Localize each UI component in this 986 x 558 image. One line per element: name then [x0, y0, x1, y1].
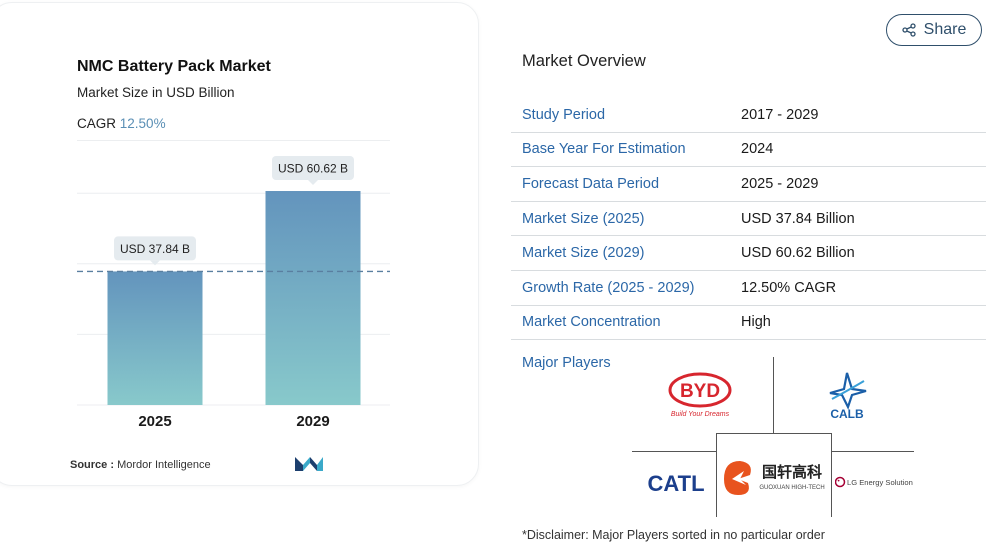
byd-logo-icon: BYD Build Your Dreams: [668, 372, 732, 418]
overview-label: Forecast Data Period: [522, 175, 660, 192]
bar-2025: [107, 271, 203, 405]
data-label-pointer: [308, 180, 318, 186]
cagr-divider: [77, 140, 390, 141]
overview-value: USD 37.84 Billion: [741, 210, 855, 227]
players-divider-right: [831, 451, 914, 452]
overview-label: Study Period: [522, 106, 606, 123]
guoxuan-logo-text: 国轩高科: [762, 463, 822, 481]
players-divider-vertical: [773, 357, 774, 433]
data-label-bg: [272, 156, 354, 181]
cagr-text: CAGR 12.50%: [77, 116, 166, 131]
overview-label: Market Size (2025): [522, 210, 645, 227]
source-note: Source : Mordor Intelligence: [70, 459, 211, 471]
overview-table: Study Period 2017 - 2029 Base Year For E…: [511, 98, 986, 341]
major-players-grid: BYD Build Your Dreams CALB CATL 国轩高科 GUO…: [632, 357, 914, 517]
overview-row-market-size-2025: Market Size (2025) USD 37.84 Billion: [511, 202, 986, 237]
overview-label: Market Concentration: [522, 314, 661, 331]
share-label: Share: [923, 21, 967, 38]
overview-value: High: [741, 314, 771, 331]
lg-energy-solution-logo-icon: LG Energy Solution: [835, 476, 913, 488]
guoxuan-logo-icon: 国轩高科 GUOXUAN HIGH-TECH: [724, 461, 825, 495]
chart-subtitle: Market Size in USD Billion: [77, 85, 235, 100]
catl-logo-text: CATL: [647, 471, 704, 496]
source-label: Source :: [70, 459, 115, 471]
overview-label: Market Size (2029): [522, 245, 645, 262]
overview-value: 12.50% CAGR: [741, 279, 837, 296]
byd-logo-tagline: Build Your Dreams: [671, 411, 730, 418]
bar-2029: [265, 191, 361, 405]
source-value: Mordor Intelligence: [117, 459, 211, 471]
overview-row-market-concentration: Market Concentration High: [511, 306, 986, 341]
overview-row-growth-rate: Growth Rate (2025 - 2029) 12.50% CAGR: [511, 271, 986, 306]
overview-row-study-period: Study Period 2017 - 2029: [511, 98, 986, 133]
cagr-label: CAGR: [77, 116, 117, 131]
overview-row-base-year: Base Year For Estimation 2024: [511, 133, 986, 168]
overview-row-market-size-2029: Market Size (2029) USD 60.62 Billion: [511, 236, 986, 271]
players-divider-left: [632, 451, 716, 452]
overview-value: 2025 - 2029: [741, 175, 819, 192]
data-label: USD 60.62 B: [278, 162, 348, 176]
category-label: 2025: [138, 413, 171, 430]
mordor-intelligence-logo-icon: [295, 457, 323, 471]
data-label-bg: [114, 236, 196, 261]
catl-logo-icon: CATL: [647, 471, 704, 496]
chart-title: NMC Battery Pack Market: [77, 58, 271, 75]
overview-label: Base Year For Estimation: [522, 141, 686, 158]
share-button[interactable]: Share: [886, 14, 982, 46]
calb-logo-text: CALB: [830, 407, 864, 421]
lg-logo-text: LG Energy Solution: [847, 478, 913, 487]
calb-logo-icon: CALB: [829, 372, 867, 421]
byd-logo-text: BYD: [680, 381, 720, 402]
category-label: 2029: [296, 413, 329, 430]
overview-value: 2017 - 2029: [741, 106, 819, 123]
disclaimer: *Disclaimer: Major Players sorted in no …: [522, 528, 825, 542]
bar-chart: USD 37.84 B 2025 USD 60.62 B 2029: [77, 156, 390, 430]
data-label-pointer: [150, 260, 160, 266]
guoxuan-logo-sub: GUOXUAN HIGH-TECH: [759, 485, 824, 491]
overview-title: Market Overview: [522, 52, 646, 70]
share-icon: [901, 23, 916, 37]
overview-label: Growth Rate (2025 - 2029): [522, 279, 695, 296]
overview-value: 2024: [741, 141, 774, 158]
cagr-value: 12.50%: [119, 116, 166, 131]
data-label: USD 37.84 B: [120, 242, 190, 256]
major-players-label: Major Players: [522, 355, 611, 371]
overview-value: USD 60.62 Billion: [741, 245, 855, 262]
overview-row-forecast-period: Forecast Data Period 2025 - 2029: [511, 167, 986, 202]
